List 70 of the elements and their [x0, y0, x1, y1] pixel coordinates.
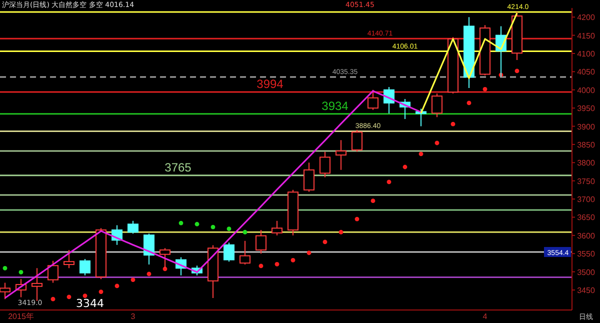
point — [466, 100, 472, 106]
y-tick-label: 3650 — [577, 213, 596, 222]
x-tick-label: 4 — [482, 312, 488, 321]
candlestick — [368, 89, 378, 110]
y-tick-label: 3700 — [577, 195, 596, 204]
point — [2, 266, 8, 270]
candlestick — [272, 220, 282, 236]
candlestick — [336, 140, 346, 170]
candlestick — [48, 260, 58, 284]
y-tick-label: 3750 — [577, 176, 596, 186]
point — [386, 180, 392, 184]
point — [290, 258, 296, 262]
y-tick-label: 3950 — [577, 104, 596, 114]
x-tick-label: 2015年 — [8, 312, 34, 321]
point — [114, 284, 120, 288]
y-tick-label: 3550 — [577, 250, 596, 259]
y-tick-label: 4100 — [577, 49, 596, 58]
candlestick — [128, 220, 138, 234]
candlestick — [0, 282, 10, 300]
point — [418, 152, 424, 156]
point — [338, 230, 344, 234]
candlestick — [80, 258, 90, 276]
candlestick — [320, 151, 330, 178]
x-tick-label: 3 — [130, 312, 136, 321]
y-tick-label: 3600 — [577, 231, 596, 240]
y-tick-label: 3500 — [577, 268, 596, 277]
point — [50, 296, 56, 302]
point — [98, 290, 104, 294]
point — [178, 220, 184, 226]
y-tick-label: 3800 — [577, 158, 596, 168]
candlestick — [144, 233, 154, 266]
point — [66, 294, 72, 300]
point — [82, 294, 88, 298]
point — [514, 68, 520, 74]
candlestick — [32, 268, 42, 302]
candlestick — [256, 229, 266, 254]
y-tick-label: 3450 — [577, 286, 596, 295]
point — [402, 164, 408, 170]
point — [354, 216, 360, 222]
point — [242, 230, 248, 234]
point — [210, 224, 216, 230]
point — [306, 250, 312, 256]
point — [450, 122, 456, 126]
point — [434, 140, 440, 146]
point — [130, 278, 136, 282]
candlestick — [304, 162, 314, 192]
candlestick — [432, 93, 442, 118]
point — [322, 240, 328, 244]
ref-line-label: 3934 — [322, 98, 349, 113]
y-tick-label: 4000 — [577, 86, 596, 95]
candlestick — [224, 242, 234, 262]
candlestick — [240, 240, 250, 266]
y-tick-label: 4050 — [577, 68, 596, 77]
point — [18, 270, 24, 274]
point — [146, 272, 152, 276]
ref-line-label: 3765 — [164, 160, 192, 174]
y-tick-label: 4200 — [577, 13, 596, 22]
point — [482, 86, 488, 92]
y-tick-label: 3850 — [577, 140, 596, 150]
y-tick-label: 4150 — [577, 31, 596, 40]
annotation: 3344 — [76, 297, 104, 310]
point — [226, 226, 232, 232]
candlestick — [352, 129, 362, 152]
point — [258, 264, 264, 268]
point — [370, 198, 376, 204]
point — [194, 222, 200, 226]
y-tick-label: 3900 — [577, 122, 596, 132]
ref-line-label: 3994 — [256, 77, 284, 92]
point — [274, 262, 280, 266]
candlestick — [64, 249, 74, 269]
